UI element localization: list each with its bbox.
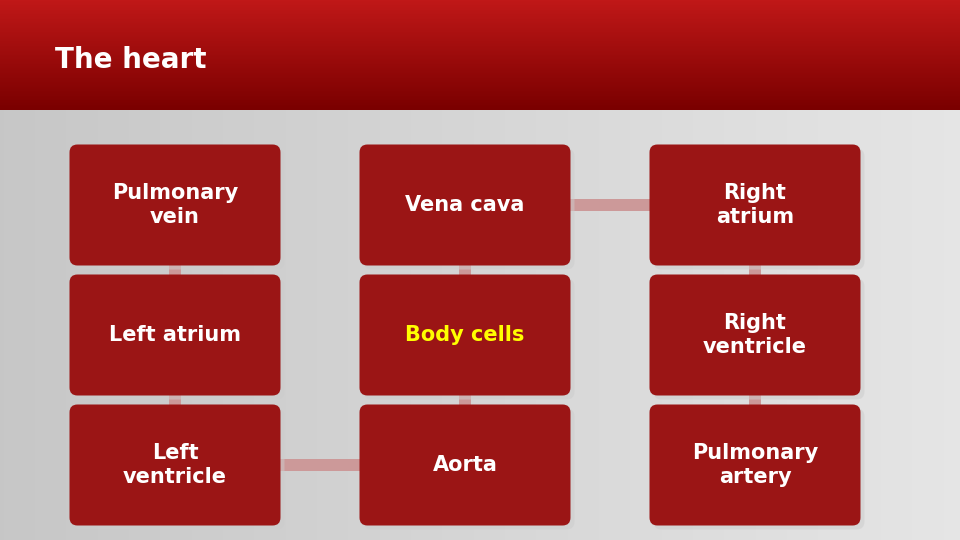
FancyBboxPatch shape [364,148,574,269]
FancyBboxPatch shape [169,388,181,413]
FancyBboxPatch shape [74,148,284,269]
FancyBboxPatch shape [359,145,570,266]
Text: Right
ventricle: Right ventricle [703,313,807,357]
FancyBboxPatch shape [459,388,471,413]
FancyBboxPatch shape [650,274,860,395]
FancyBboxPatch shape [69,404,280,525]
FancyBboxPatch shape [74,408,284,530]
FancyBboxPatch shape [74,279,284,400]
FancyBboxPatch shape [359,404,570,525]
FancyBboxPatch shape [650,145,860,266]
Text: Left atrium: Left atrium [109,325,241,345]
FancyBboxPatch shape [364,408,574,530]
FancyBboxPatch shape [273,459,368,471]
FancyBboxPatch shape [650,404,860,525]
Text: Pulmonary
artery: Pulmonary artery [692,443,818,488]
Text: Pulmonary
vein: Pulmonary vein [112,183,238,227]
FancyBboxPatch shape [69,145,280,266]
FancyBboxPatch shape [654,408,865,530]
Text: Vena cava: Vena cava [405,195,525,215]
FancyBboxPatch shape [459,258,471,282]
Text: Left
ventricle: Left ventricle [123,443,227,488]
FancyBboxPatch shape [69,274,280,395]
FancyBboxPatch shape [654,279,865,400]
FancyBboxPatch shape [359,274,570,395]
Text: Body cells: Body cells [405,325,525,345]
FancyBboxPatch shape [749,258,761,282]
FancyBboxPatch shape [563,199,658,211]
Text: Right
atrium: Right atrium [716,183,794,227]
FancyBboxPatch shape [364,279,574,400]
FancyBboxPatch shape [654,148,865,269]
FancyBboxPatch shape [169,258,181,282]
FancyBboxPatch shape [749,388,761,413]
Text: The heart: The heart [55,46,206,74]
Text: Aorta: Aorta [433,455,497,475]
